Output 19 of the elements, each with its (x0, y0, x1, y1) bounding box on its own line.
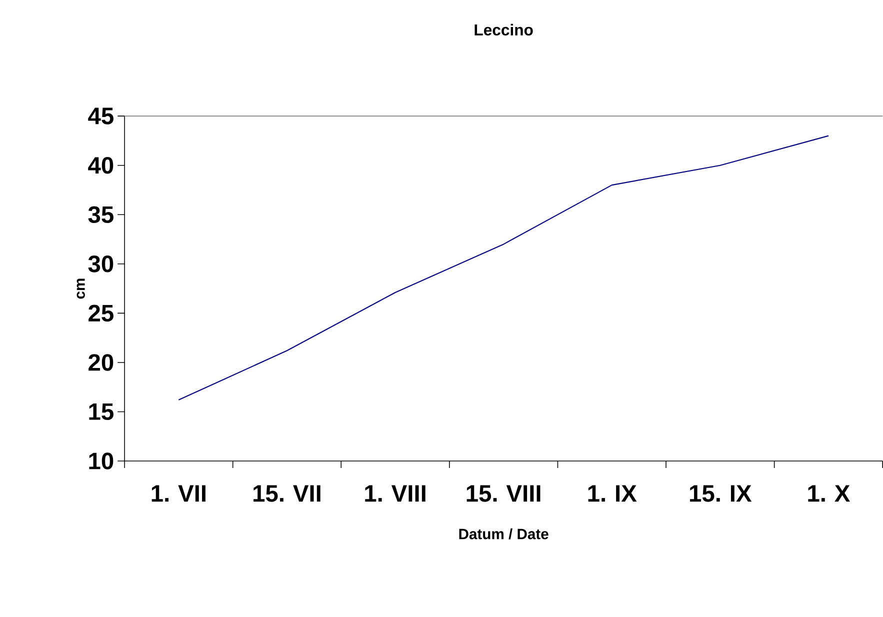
x-tick-label: 1. VII (152, 485, 206, 502)
line-series (178, 135, 830, 401)
x-tick-label: 15. IX (690, 485, 752, 502)
x-tick-label: 1. X (808, 485, 850, 502)
y-tick-label: 10 (89, 452, 114, 470)
x-axis-title: Datum / Date (459, 528, 548, 540)
y-tick-label: 40 (88, 157, 114, 174)
x-tick-label: 15. VIII (466, 485, 540, 502)
y-tick-label: 30 (88, 256, 114, 272)
y-tick-label: 20 (88, 354, 114, 371)
x-tick-label: 1. VIII (365, 485, 426, 502)
y-tick-label: 15 (89, 404, 114, 420)
chart-title: Leccino (474, 24, 533, 36)
y-tick-label: 45 (88, 108, 114, 124)
y-tick-label: 25 (88, 304, 114, 322)
x-tick-label: 15. VII (254, 485, 320, 502)
y-tick-label: 35 (88, 206, 114, 224)
y-axis-title: cm (76, 278, 85, 299)
x-tick-label: 1. IX (588, 485, 637, 502)
